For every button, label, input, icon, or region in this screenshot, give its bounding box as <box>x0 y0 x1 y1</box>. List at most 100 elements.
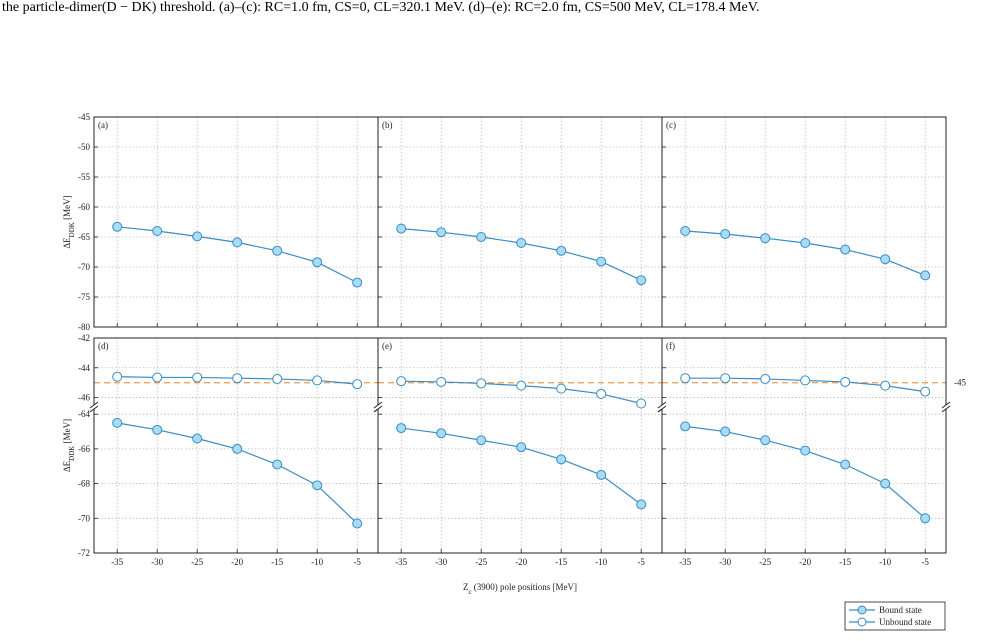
marker <box>516 380 527 391</box>
marker <box>436 428 447 439</box>
axis-break <box>373 405 383 413</box>
marker <box>436 227 447 238</box>
x-tick-label: -15 <box>839 557 851 567</box>
marker <box>720 426 731 437</box>
y-tick-label: -45 <box>78 112 90 122</box>
marker <box>880 254 891 265</box>
legend-label: Bound state <box>879 605 922 615</box>
x-tick-label: -10 <box>595 557 607 567</box>
x-axis-label-main: Z <box>463 582 469 592</box>
marker <box>920 270 931 281</box>
marker <box>476 435 487 446</box>
marker <box>760 233 771 244</box>
marker <box>920 386 931 397</box>
marker <box>352 277 363 288</box>
x-tick-label: -5 <box>921 557 929 567</box>
y-axis-label-main: ΔE <box>62 460 72 472</box>
marker <box>596 256 607 267</box>
marker <box>232 237 243 248</box>
marker <box>476 378 487 389</box>
x-tick-label: -5 <box>637 557 645 567</box>
axis-break <box>941 405 951 413</box>
marker <box>840 244 851 255</box>
marker <box>312 375 323 386</box>
marker <box>152 424 163 435</box>
marker <box>232 373 243 384</box>
marker <box>556 454 567 465</box>
x-tick-label: -35 <box>395 557 407 567</box>
axis-break <box>941 401 951 409</box>
x-tick-label: -20 <box>231 557 243 567</box>
marker <box>152 226 163 236</box>
marker <box>272 373 283 384</box>
marker <box>720 373 731 384</box>
x-tick-label: -30 <box>719 557 731 567</box>
y-axis-label-main: ΔE <box>62 237 72 249</box>
panel-label: (e) <box>382 341 392 351</box>
x-tick-label: -35 <box>111 557 123 567</box>
marker <box>596 388 607 399</box>
marker <box>352 379 363 390</box>
y-tick-label: -64 <box>78 409 90 419</box>
x-axis-label-unit: (3900) pole positions [MeV] <box>472 582 578 592</box>
marker <box>680 226 691 236</box>
panel-label: (d) <box>98 341 109 351</box>
marker <box>232 443 243 454</box>
axis-break <box>657 405 667 413</box>
marker <box>152 372 163 383</box>
y-tick-label: -55 <box>78 172 90 182</box>
marker <box>636 499 647 510</box>
marker <box>636 275 647 286</box>
marker <box>840 459 851 470</box>
marker <box>596 469 607 480</box>
y-axis-label-unit: [MeV] <box>62 195 72 222</box>
marker <box>800 445 811 456</box>
marker <box>312 257 323 268</box>
axis-break-gap <box>942 405 950 409</box>
marker <box>920 513 931 524</box>
marker <box>680 421 691 432</box>
axis-break <box>657 401 667 409</box>
marker <box>272 459 283 470</box>
x-tick-label: -30 <box>435 557 447 567</box>
panel-label: (a) <box>98 120 108 130</box>
marker <box>680 373 691 384</box>
axis-break <box>89 405 99 413</box>
marker <box>800 375 811 386</box>
y-tick-label: -68 <box>78 479 90 489</box>
marker <box>840 376 851 387</box>
panel-bg <box>662 338 946 553</box>
caption: the particle-dimer(D − DK) threshold. (a… <box>2 0 760 15</box>
panel-frame <box>661 116 947 328</box>
marker <box>112 221 123 232</box>
marker <box>556 245 567 256</box>
y-tick-label: -80 <box>78 322 90 332</box>
marker <box>800 238 811 248</box>
legend-label: Unbound state <box>879 617 931 627</box>
x-tick-label: -15 <box>555 557 567 567</box>
axis-break-gap <box>374 405 382 409</box>
y-tick-label: -65 <box>78 232 90 242</box>
x-tick-label: -20 <box>799 557 811 567</box>
marker <box>192 372 203 383</box>
axis-break-gap <box>90 405 98 409</box>
x-tick-label: -10 <box>879 557 891 567</box>
marker <box>112 371 123 382</box>
axis-break <box>373 401 383 409</box>
panel-bg <box>662 117 946 327</box>
x-tick-label: -15 <box>271 557 283 567</box>
marker <box>880 380 891 391</box>
marker <box>352 518 363 529</box>
panel-label: (f) <box>666 341 675 351</box>
marker <box>272 245 283 256</box>
marker <box>312 480 323 491</box>
y-tick-label: -70 <box>78 513 90 523</box>
marker <box>556 383 567 394</box>
y-tick-label: -50 <box>78 142 90 152</box>
y-tick-label: -46 <box>78 393 90 403</box>
x-tick-label: -30 <box>151 557 163 567</box>
y-tick-label: -42 <box>78 333 90 343</box>
axis-break-gap <box>658 405 666 409</box>
marker <box>396 423 407 434</box>
legend-marker <box>857 605 867 615</box>
